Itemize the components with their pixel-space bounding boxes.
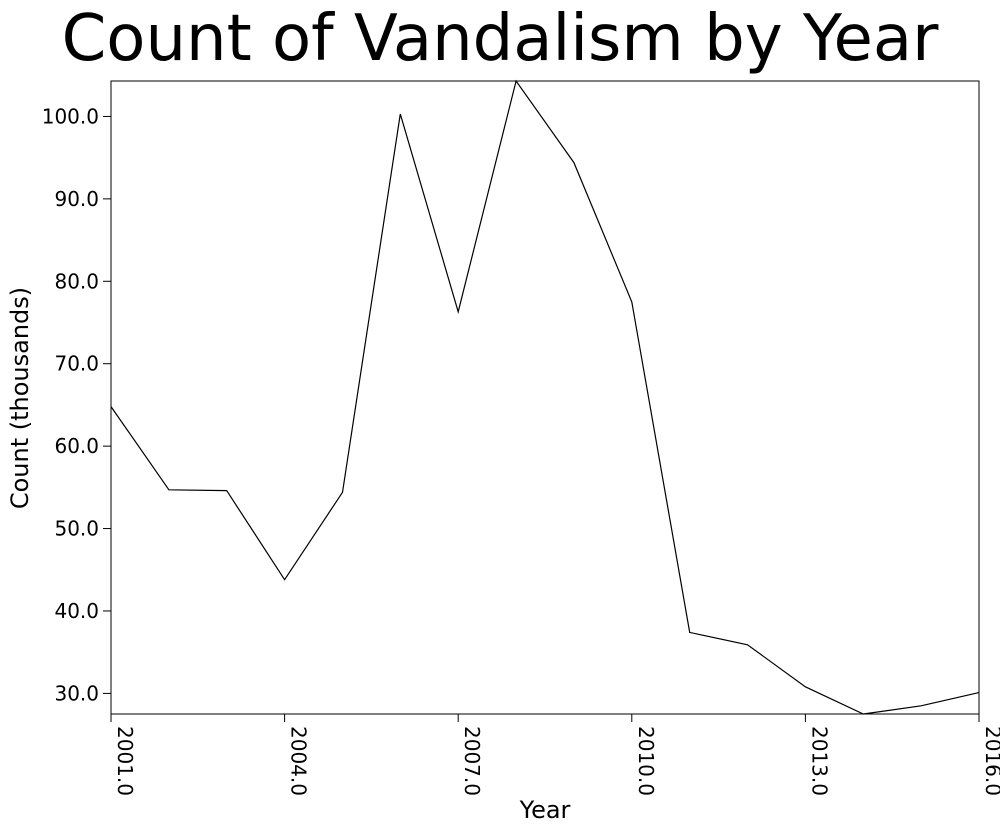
y-tick-label: 70.0: [54, 352, 99, 376]
y-tick-label: 50.0: [54, 517, 99, 541]
x-axis-label: Year: [519, 796, 571, 824]
y-tick-label: 90.0: [54, 187, 99, 211]
x-axis: 2001.0 2004.0 2007.0 2010.0 2013.0 2016.0: [110, 714, 1000, 796]
y-axis-label: Count (thousands): [6, 287, 34, 509]
x-tick-label: 2010.0: [634, 726, 658, 796]
y-tick-label: 60.0: [54, 434, 99, 458]
y-tick-label: 30.0: [54, 681, 99, 705]
y-tick-label: 40.0: [54, 599, 99, 623]
series-line-vandalism: [110, 79, 980, 715]
y-axis: 30.0 40.0 50.0 60.0 70.0 80.0 90.0 100.0: [42, 104, 111, 705]
x-tick-label: 2001.0: [113, 726, 137, 796]
x-tick-label: 2013.0: [807, 726, 831, 796]
plot-area-frame: [110, 80, 980, 715]
x-tick-label: 2016.0: [981, 726, 1000, 796]
x-tick-label: 2007.0: [460, 726, 484, 796]
chart-title: Count of Vandalism by Year: [61, 2, 939, 76]
y-tick-label: 100.0: [42, 104, 99, 128]
x-tick-label: 2004.0: [287, 726, 311, 796]
y-tick-label: 80.0: [54, 269, 99, 293]
